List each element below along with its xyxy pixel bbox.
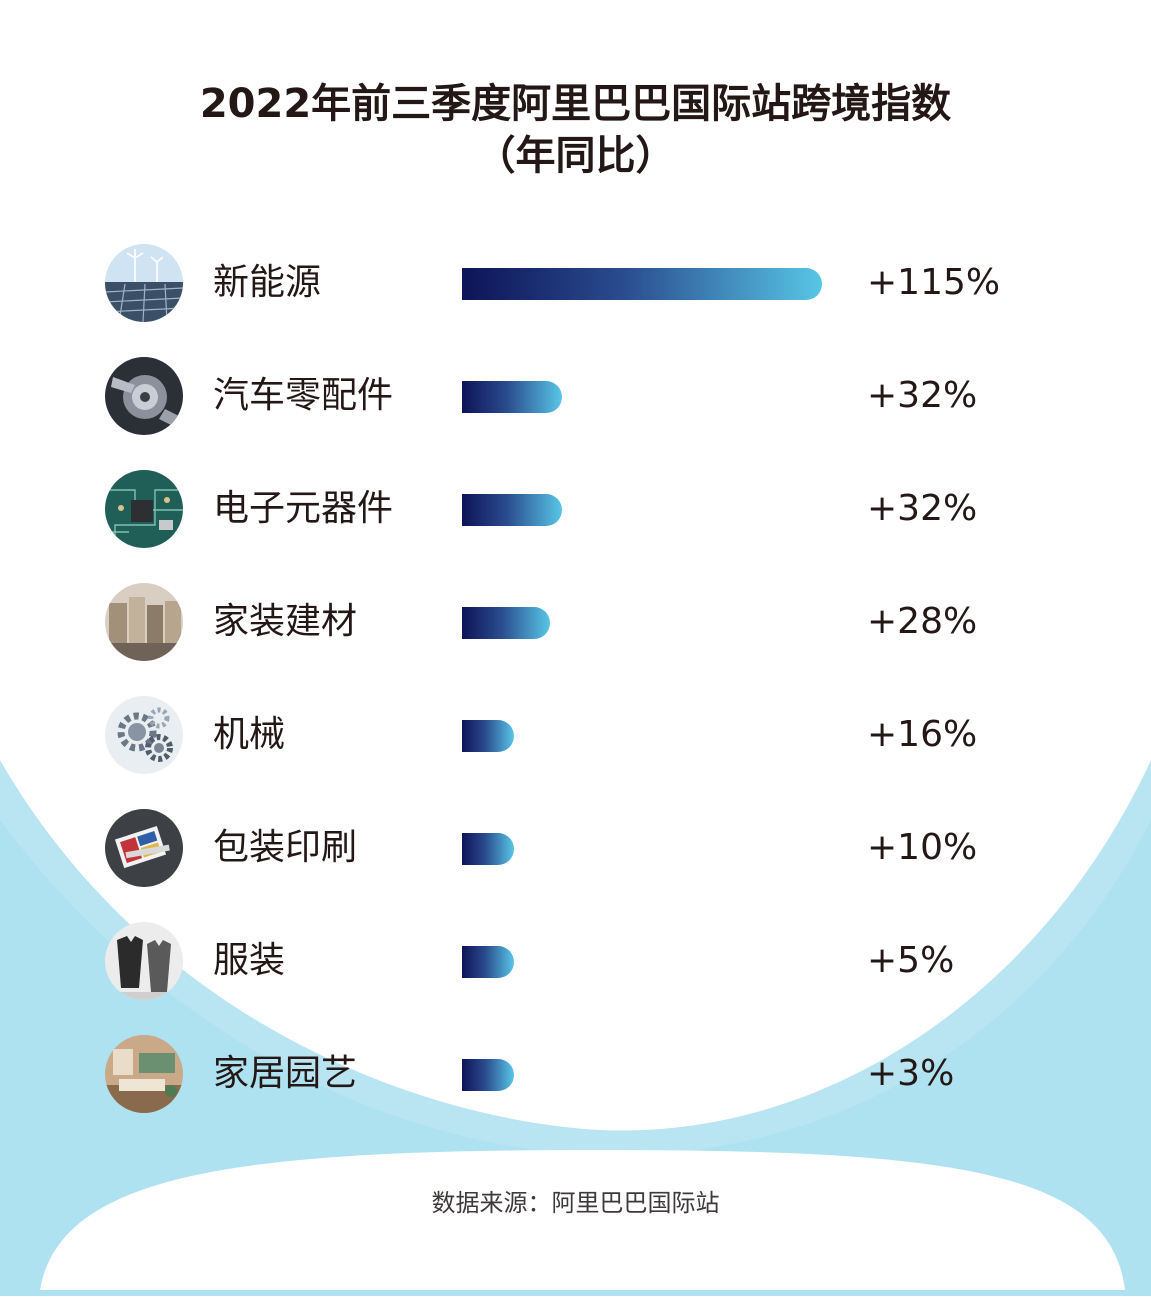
bar [462, 946, 514, 978]
chart-title: 2022年前三季度阿里巴巴国际站跨境指数 [199, 81, 952, 127]
clothing-icon [105, 922, 183, 1000]
bar-row: 服装 +5% [0, 922, 1151, 1002]
auto-parts-icon [105, 357, 183, 435]
value-label: +32% [867, 488, 978, 529]
category-label: 服装 [213, 940, 286, 981]
data-source: 数据来源：阿里巴巴国际站 [431, 1189, 720, 1217]
bar [462, 607, 550, 639]
category-label: 汽车零配件 [213, 375, 394, 416]
category-label: 家装建材 [213, 601, 358, 642]
bar-row: 机械 +16% [0, 696, 1151, 776]
bar [462, 833, 514, 865]
value-label: +3% [867, 1053, 955, 1094]
category-label: 家居园艺 [213, 1053, 358, 1094]
chart-subtitle: （年同比） [475, 133, 676, 179]
value-label: +32% [867, 375, 978, 416]
building-materials-icon [105, 583, 183, 661]
value-label: +28% [867, 601, 978, 642]
printing-icon [105, 809, 183, 887]
category-label: 电子元器件 [213, 488, 394, 529]
value-label: +5% [867, 940, 955, 981]
bar [462, 1059, 514, 1091]
bar-row: 电子元器件 +32% [0, 470, 1151, 550]
bar-row: 汽车零配件 +32% [0, 357, 1151, 437]
value-label: +16% [867, 714, 978, 755]
value-label: +10% [867, 827, 978, 868]
category-label: 机械 [213, 714, 286, 755]
bar-row: 新能源 +115% [0, 244, 1151, 324]
circuit-board-icon [105, 470, 183, 548]
category-label: 包装印刷 [213, 827, 358, 868]
value-label: +115% [867, 262, 1001, 303]
bar [462, 494, 563, 526]
bar-row: 家居园艺 +3% [0, 1035, 1151, 1115]
bar [462, 381, 563, 413]
solar-wind-icon [105, 244, 183, 322]
category-label: 新能源 [213, 262, 322, 303]
bar [462, 720, 514, 752]
bar-row: 家装建材 +28% [0, 583, 1151, 663]
bar [462, 268, 822, 300]
gears-icon [105, 696, 183, 774]
home-garden-icon [105, 1035, 183, 1113]
bar-row: 包装印刷 +10% [0, 809, 1151, 889]
